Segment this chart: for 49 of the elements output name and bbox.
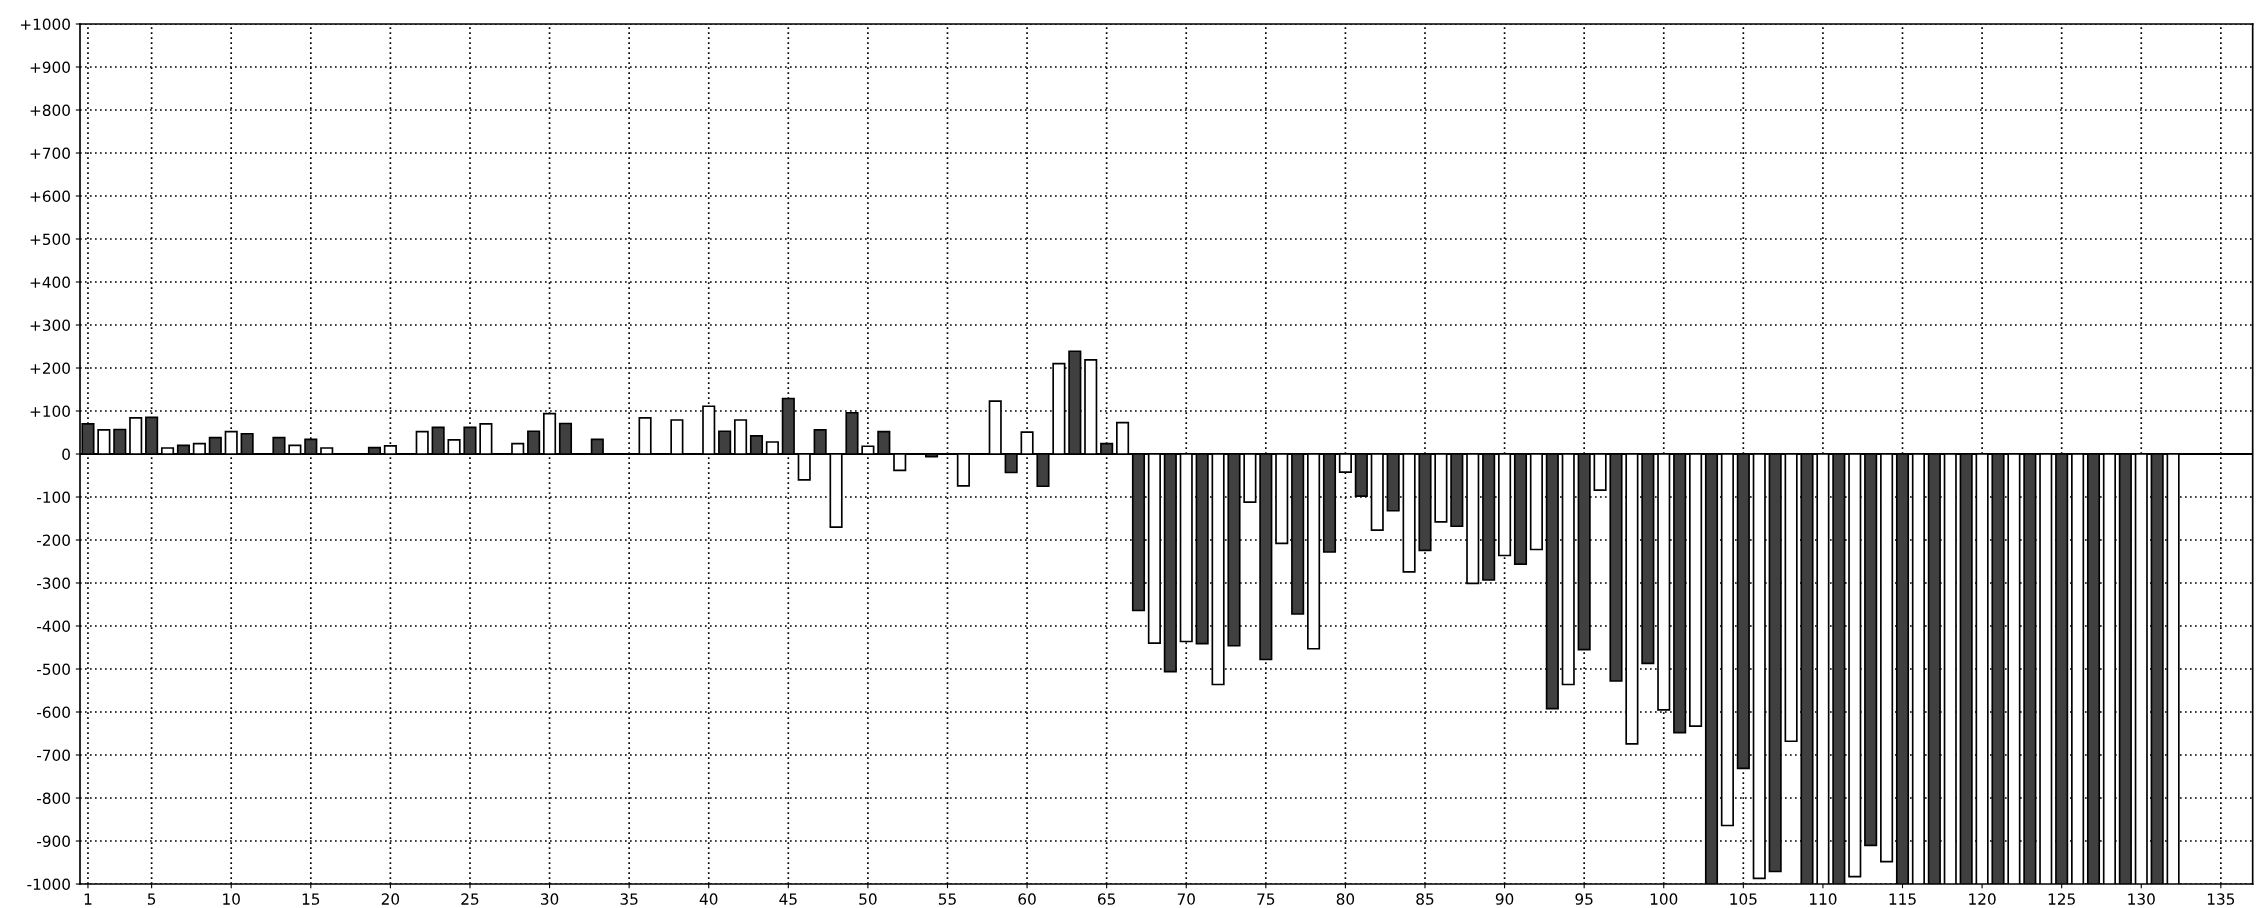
x-tick-label: 115 bbox=[1889, 893, 1916, 905]
y-tick-label: -100 bbox=[37, 491, 70, 504]
x-tick-label: 105 bbox=[1730, 893, 1757, 905]
y-tick-label: +1000 bbox=[20, 18, 70, 31]
y-tick-label: +800 bbox=[30, 104, 70, 117]
y-tick-label: +700 bbox=[30, 147, 70, 160]
y-tick-label: +600 bbox=[30, 190, 70, 203]
x-tick-label: 80 bbox=[1336, 893, 1355, 905]
x-tick-label: 95 bbox=[1575, 893, 1593, 905]
y-tick-label: -400 bbox=[37, 620, 70, 633]
x-tick-label: 125 bbox=[2048, 893, 2075, 905]
x-tick-label: 75 bbox=[1257, 893, 1275, 905]
y-tick-label: +400 bbox=[30, 276, 70, 289]
y-tick-label: -300 bbox=[37, 577, 70, 590]
y-tick-label: -200 bbox=[37, 534, 70, 547]
x-tick-label: 10 bbox=[223, 893, 240, 905]
x-tick-label: 1 bbox=[84, 893, 92, 905]
x-tick-label: 120 bbox=[1969, 893, 1996, 905]
y-tick-label: +500 bbox=[30, 233, 70, 246]
x-tick-label: 40 bbox=[699, 893, 718, 905]
x-tick-label: 90 bbox=[1495, 893, 1514, 905]
y-tick-label: -900 bbox=[37, 835, 70, 848]
x-tick-label: 35 bbox=[620, 893, 638, 905]
y-tick-label: -1000 bbox=[27, 878, 70, 891]
y-tick-label: +900 bbox=[30, 61, 70, 74]
x-tick-label: 130 bbox=[2128, 893, 2155, 905]
y-tick-label: +100 bbox=[30, 405, 70, 418]
x-tick-label: 30 bbox=[541, 893, 559, 905]
y-tick-label: -600 bbox=[37, 706, 70, 719]
y-tick-label: -500 bbox=[37, 663, 70, 676]
x-tick-label: 60 bbox=[1018, 893, 1036, 905]
x-tick-label: 135 bbox=[2207, 893, 2235, 905]
x-tick-label: 45 bbox=[779, 893, 797, 905]
y-tick-label: 0 bbox=[62, 448, 70, 461]
x-tick-label: 15 bbox=[302, 893, 320, 905]
x-tick-label: 85 bbox=[1416, 893, 1434, 905]
x-tick-label: 110 bbox=[1810, 893, 1837, 905]
x-tick-label: 5 bbox=[147, 893, 156, 905]
y-tick-label: +200 bbox=[30, 362, 70, 375]
x-tick-label: 50 bbox=[859, 893, 877, 905]
y-tick-label: -700 bbox=[37, 749, 70, 762]
y-tick-label: -800 bbox=[37, 792, 70, 805]
x-tick-label: 55 bbox=[938, 893, 956, 905]
x-tick-label: 100 bbox=[1650, 893, 1678, 905]
y-tick-label: +300 bbox=[30, 319, 70, 332]
x-tick-label: 20 bbox=[381, 893, 400, 905]
x-tick-label: 70 bbox=[1177, 893, 1195, 905]
x-tick-label: 65 bbox=[1098, 893, 1116, 905]
x-tick-label: 25 bbox=[461, 893, 479, 905]
